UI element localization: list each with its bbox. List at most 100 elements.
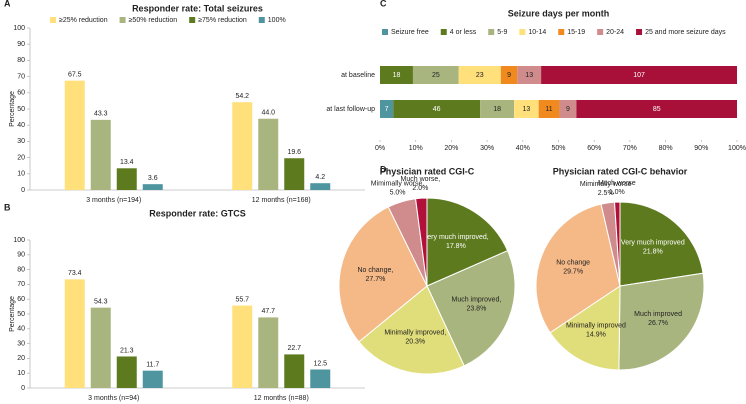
bar [310,369,331,388]
y-tick-label: 90 [17,41,25,48]
bar-value-label: 22.7 [287,345,301,352]
legend-swatch [519,29,526,35]
bar-segment [576,100,737,118]
y-tick-label: 100 [13,25,25,32]
y-tick-label: 60 [17,90,25,97]
slice-value: 20.3% [405,338,425,345]
legend-swatch [189,17,196,23]
legend-swatch [119,17,126,23]
x-tick-label: 80% [659,145,673,152]
segment-value-label: 107 [633,72,645,79]
slice-label: Very much improved, 17.8% [423,234,489,250]
bar-segment [514,100,539,118]
y-tick-label: 30 [17,340,25,347]
pie-slice [426,197,509,287]
pie-slice [614,201,621,287]
x-tick-label: 3 months (n=94) [88,395,139,402]
bar-segment [559,100,577,118]
y-tick-label: 0 [21,187,25,194]
legend-label: Seizure free [391,29,429,36]
bar-value-label: 13.4 [120,159,134,166]
bar-value-label: 4.2 [315,174,325,181]
y-tick-label: 40 [17,122,25,129]
panel-label: A [4,0,11,8]
x-tick-label: 60% [587,145,601,152]
bar-value-label: 21.3 [120,347,134,354]
legend-swatch [488,29,495,35]
bar-segment [517,66,542,84]
bar-value-label: 19.6 [287,149,301,156]
slice-category: Very much improved [621,240,685,247]
segment-value-label: 46 [433,106,441,113]
bar-segment [538,100,560,118]
x-tick-label: 50% [551,145,565,152]
bar [116,356,137,388]
panel-label: D [380,164,387,174]
y-tick-label: at last follow-up [326,106,375,113]
pie-slice [535,203,621,334]
segment-value-label: 13 [525,72,533,79]
bar-value-label: 54.2 [235,93,249,100]
y-tick-label: 20 [17,355,25,362]
bar [64,279,85,388]
bar-segment [541,66,737,84]
slice-category: Much worse, [401,176,441,183]
panel-label: B [4,202,11,212]
slice-category: No change, [358,267,394,274]
segment-value-label: 85 [653,106,661,113]
bar-segment [393,100,481,118]
slice-value: 29.7% [563,268,583,275]
x-tick-label: 20% [444,145,458,152]
bar-value-label: 54.3 [94,298,108,305]
y-tick-label: 0 [21,385,25,392]
bar-segment [480,100,515,118]
slice-value: 14.9% [586,331,606,338]
bar-value-label: 11.7 [146,362,159,369]
segment-value-label: 23 [476,72,484,79]
bar-segment [380,66,413,84]
slice-value: 23.8% [466,305,486,312]
pie-slice [338,206,428,343]
bar-value-label: 12.5 [313,360,327,367]
slice-label: Minimally improved 14.9% [566,322,626,338]
slice-category: Mimimally worse, [371,180,425,187]
slice-label: Minimally improved, 20.3% [384,329,446,345]
bar-segment [458,66,501,84]
slice-label: No change, 27.7% [358,267,394,283]
chart-title: Responder rate: Total seizures [132,3,263,13]
bar [142,184,163,190]
bar [258,317,279,388]
slice-value: 2.5% [598,190,614,197]
slice-category: Very much improved, [423,234,489,241]
x-tick-label: 100% [728,145,746,152]
x-tick-label: 12 months (n=168) [252,197,311,204]
bar-value-label: 47.7 [261,308,275,315]
legend-label: ≥25% reduction [59,17,108,24]
bar-segment [380,100,394,118]
segment-value-label: 9 [507,72,511,79]
bar [232,305,253,388]
pie-slice [358,285,465,375]
y-tick-label: 30 [17,138,25,145]
y-axis-title: Percentage [9,296,16,332]
segment-value-label: 18 [393,72,401,79]
legend-label: 20-24 [606,29,624,36]
slice-label: No change 29.7% [556,259,590,275]
bar [284,354,305,388]
slice-value: 27.7% [365,276,385,283]
segment-value-label: 9 [566,106,570,113]
slice-value: 26.7% [648,320,668,327]
slice-value: 2.0% [412,185,428,192]
x-tick-label: 3 months (n=194) [86,197,141,204]
slice-value: 21.8% [643,249,663,256]
segment-value-label: 25 [432,72,440,79]
legend-label: ≥75% reduction [198,17,247,24]
segment-value-label: 7 [385,106,389,113]
y-tick-label: 20 [17,154,25,161]
legend-swatch [636,29,643,35]
slice-value: 17.8% [446,243,466,250]
bar-value-label: 67.5 [68,71,82,78]
slice-label: Much worse 1.0% [598,180,636,196]
slice-category: Minimally improved, [384,329,446,336]
